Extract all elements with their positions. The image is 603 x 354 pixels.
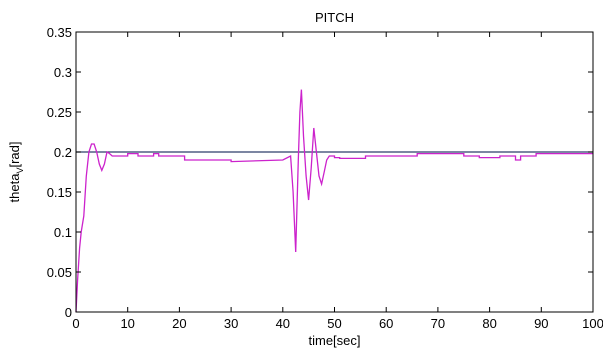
y-axis-label-main: theta bbox=[7, 173, 22, 203]
x-tick-label: 100 bbox=[582, 316, 603, 331]
y-tick-label: 0.05 bbox=[47, 265, 72, 280]
x-tick-label: 30 bbox=[224, 316, 238, 331]
y-axis-label: thetaV[rad] bbox=[7, 142, 25, 203]
y-tick-label: 0.35 bbox=[47, 25, 72, 40]
chart-title: PITCH bbox=[315, 10, 354, 25]
x-axis-label: time[sec] bbox=[308, 333, 360, 348]
plot-area: 0 10 20 30 40 50 60 70 80 90 100 0 0.05 0.1 0.15 0.2 0.2… bbox=[47, 25, 603, 331]
x-tick-label: 20 bbox=[172, 316, 186, 331]
y-tick-label: 0.25 bbox=[47, 105, 72, 120]
y-tick-label: 0.3 bbox=[54, 65, 72, 80]
y-tick-label: 0 bbox=[65, 305, 72, 320]
y-tick-label: 0.1 bbox=[54, 225, 72, 240]
y-axis-label-subscript: V bbox=[15, 168, 25, 174]
x-tick-label: 90 bbox=[534, 316, 548, 331]
x-tick-label: 60 bbox=[379, 316, 393, 331]
x-tick-label: 80 bbox=[482, 316, 496, 331]
y-tick-label: 0.15 bbox=[47, 185, 72, 200]
x-tick-label: 50 bbox=[327, 316, 341, 331]
x-tick-label: 40 bbox=[276, 316, 290, 331]
x-tick-label: 70 bbox=[431, 316, 445, 331]
y-tick-label: 0.2 bbox=[54, 145, 72, 160]
x-tick-label: 10 bbox=[120, 316, 134, 331]
y-axis-label-unit: [rad] bbox=[7, 142, 22, 168]
x-tick-label: 0 bbox=[72, 316, 79, 331]
response-line bbox=[75, 89, 593, 313]
